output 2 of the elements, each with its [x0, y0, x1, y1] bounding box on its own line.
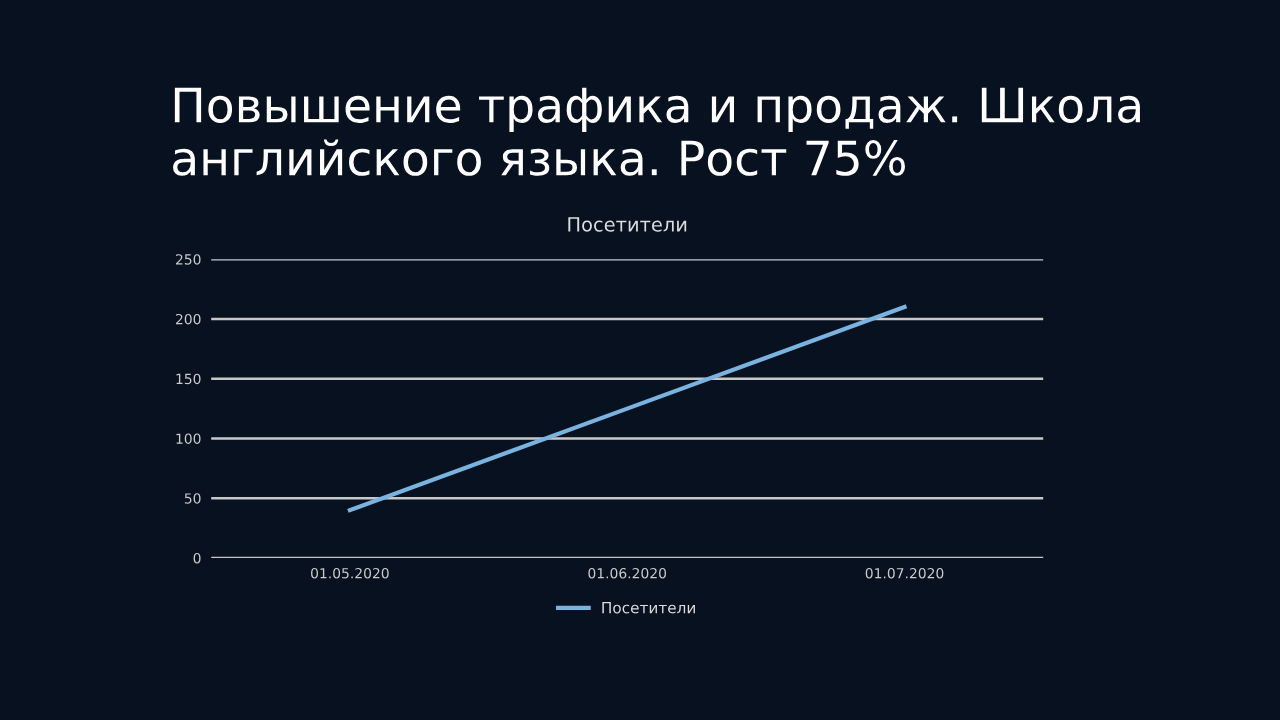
chart-title: Повышение трафика и продаж. Школа английского языка. Рост 75% — [173, 87, 1140, 176]
chart-subtitle: Посетители — [568, 217, 687, 232]
